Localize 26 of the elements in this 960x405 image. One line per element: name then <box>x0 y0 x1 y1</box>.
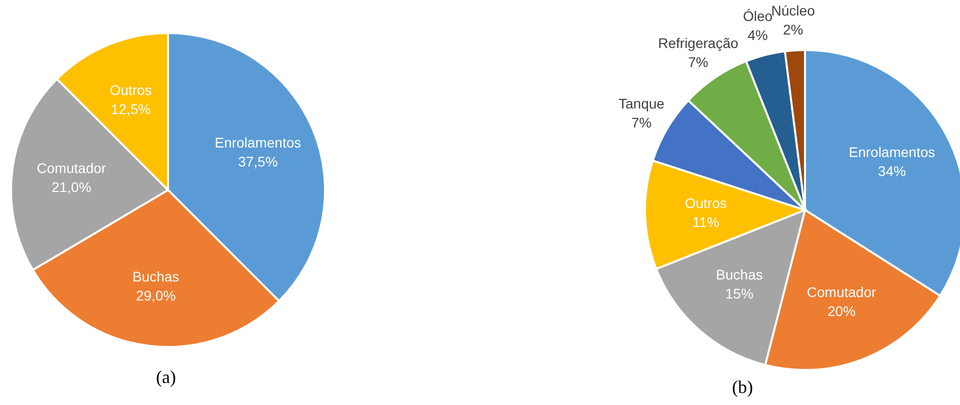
data-label: 21,0% <box>52 178 92 195</box>
data-label: 7% <box>688 54 708 70</box>
slice-label: Enrolamentos <box>214 134 302 151</box>
data-label: 7% <box>631 114 652 130</box>
slice-label: Refrigeração <box>658 34 738 51</box>
slice-label: Outros <box>110 82 152 98</box>
data-label: 12,5% <box>110 101 151 118</box>
data-label: 34% <box>878 163 906 180</box>
slice-label: Tanque <box>618 95 665 112</box>
slice-label: Outros <box>684 195 727 212</box>
data-label: 20% <box>828 303 856 320</box>
slice-label: Buchas <box>132 268 180 285</box>
data-label: 37,5% <box>238 154 278 170</box>
data-label: 4% <box>748 26 768 43</box>
data-label: 15% <box>725 285 754 302</box>
slice-label: Óleo <box>742 8 773 24</box>
data-label: 11% <box>692 214 720 230</box>
slice-label: Comutador <box>806 284 876 300</box>
text: (a) <box>156 367 176 387</box>
data-label: 2% <box>782 21 804 38</box>
slice-label: Comutador <box>36 160 106 176</box>
slice-label: Buchas <box>716 266 763 282</box>
slice-label: Enrolamentos <box>848 144 936 160</box>
data-label: 29,0% <box>136 288 176 304</box>
slice-label: Núcleo <box>771 2 816 18</box>
text: (b) <box>732 377 753 397</box>
